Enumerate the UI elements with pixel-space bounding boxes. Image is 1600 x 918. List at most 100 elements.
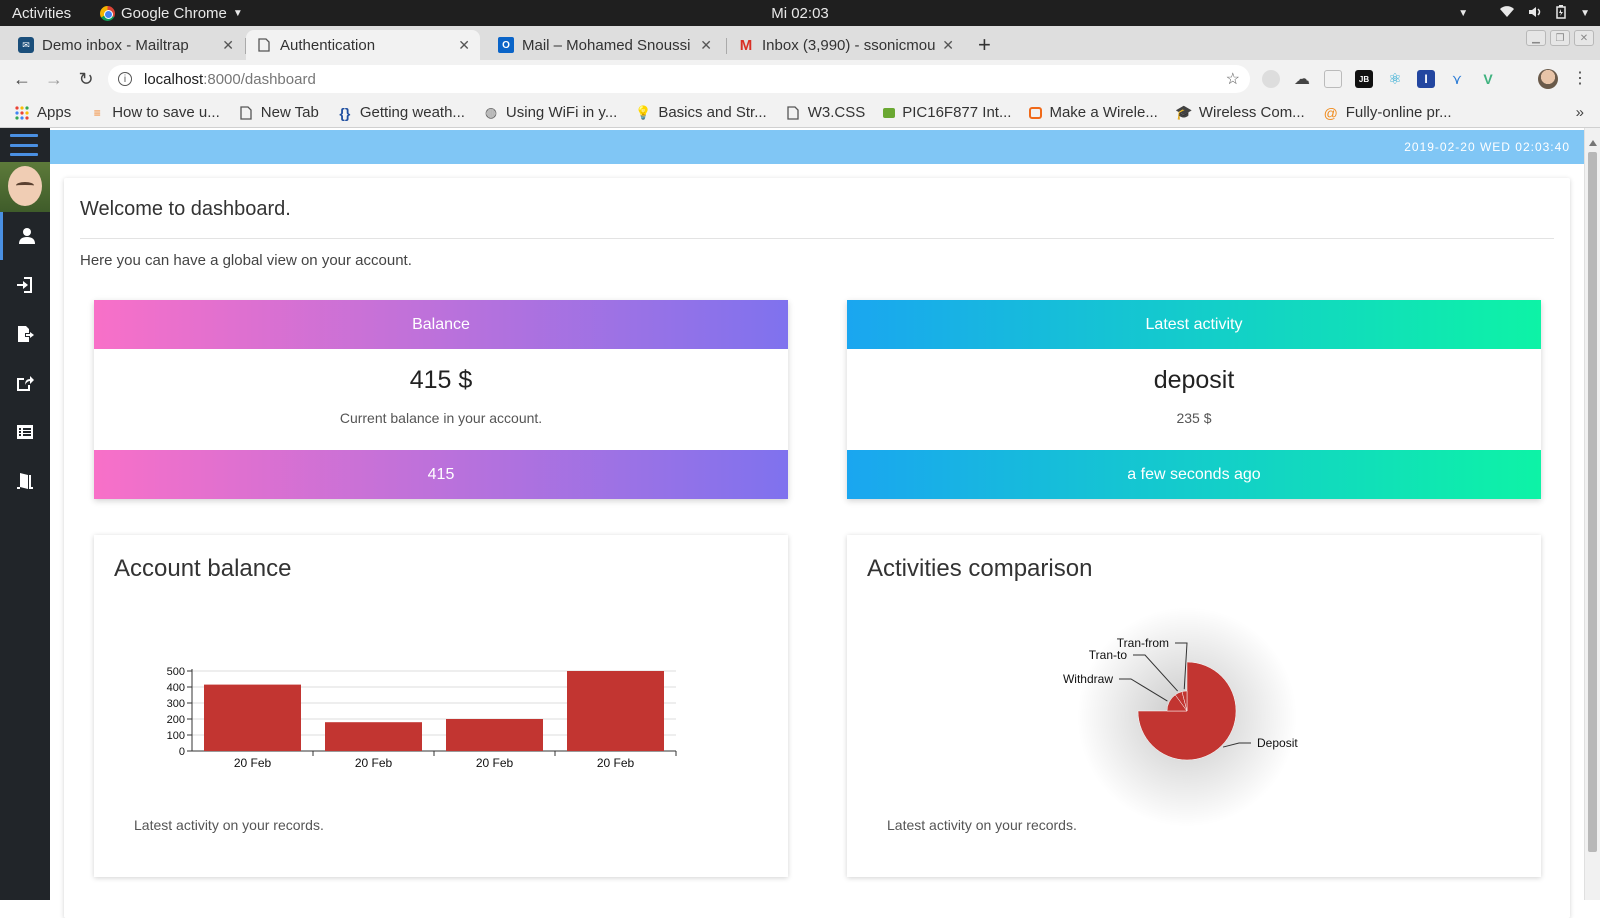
activities-button[interactable]: Activities [12, 4, 72, 22]
tab-mailtrap[interactable]: ✉ Demo inbox - Mailtrap ✕ [8, 30, 244, 60]
caret-down-icon[interactable]: ▼ [1458, 7, 1469, 19]
bookmark-using-wifi[interactable]: ◍ Using WiFi in y... [483, 104, 618, 121]
list-icon [17, 425, 33, 439]
apps-grid-icon [14, 105, 30, 121]
url-host: localhost [144, 70, 204, 88]
page-icon [785, 105, 801, 121]
sidebar-item-deposit[interactable] [0, 261, 50, 309]
tab-outlook[interactable]: O Mail – Mohamed Snoussi - ✕ [488, 30, 722, 60]
close-window-icon[interactable]: ✕ [1574, 30, 1594, 46]
sign-in-icon [17, 277, 32, 293]
activity-card-header: Latest activity [847, 300, 1541, 349]
stackoverflow-icon: ≡ [93, 105, 101, 120]
bookmark-apps[interactable]: Apps [14, 104, 71, 121]
bookmark-fully-online[interactable]: @ Fully-online pr... [1323, 104, 1452, 121]
pie-leader-line [1119, 678, 1168, 702]
pie-label: Tran-from [1117, 636, 1169, 650]
tab-separator [726, 38, 727, 54]
codeium-icon[interactable]: ⋎ [1451, 70, 1463, 87]
bookmark-label: How to save u... [112, 104, 220, 121]
sidebar-item-profile[interactable] [0, 212, 50, 260]
battery-icon[interactable] [1556, 4, 1566, 22]
activities-comparison-chart-card: Activities comparison Deposit Withdraw Tra… [847, 535, 1541, 877]
forward-arrow-icon[interactable]: → [45, 68, 63, 89]
bar [204, 684, 301, 751]
cloud-icon[interactable]: ☁ [1294, 71, 1310, 88]
tab-title: Mail – Mohamed Snoussi - [522, 36, 695, 54]
bookmark-how-to-save[interactable]: ≡ How to save u... [89, 104, 220, 121]
title-divider [80, 238, 1554, 239]
profile-avatar-icon[interactable] [1538, 69, 1558, 89]
account-balance-bar-chart: 0 100 200 300 400 500 20 Feb 20 Feb 20 Feb 20 Feb [167, 666, 677, 770]
sidebar-item-transfer[interactable] [0, 359, 50, 407]
sidebar-item-logout[interactable] [0, 457, 50, 505]
balance-caption: Current balance in your account. [339, 410, 543, 426]
scroll-up-arrow-icon[interactable] [1589, 140, 1597, 146]
bookmark-star-icon[interactable]: ☆ [1225, 71, 1240, 88]
scrollbar-thumb[interactable] [1588, 152, 1597, 852]
caret-down-icon[interactable]: ▼ [1580, 7, 1590, 19]
header-bar: 2019-02-20 WED 02:03:40 [50, 130, 1584, 164]
info-icon[interactable]: i [118, 72, 132, 86]
address-bar[interactable]: i localhost:8000/dashboard ☆ [108, 65, 1250, 93]
vue-icon[interactable]: V [1483, 71, 1493, 87]
bookmark-wireless-com[interactable]: 🎓 Wireless Com... [1175, 104, 1305, 121]
chart-footer: Latest activity on your records. [134, 817, 324, 833]
door-open-icon [17, 473, 33, 489]
chart-footer: Latest activity on your records. [887, 817, 1077, 833]
extension-grid-icon[interactable] [1324, 70, 1342, 88]
close-icon[interactable]: ✕ [942, 36, 954, 53]
app-name: Google Chrome [121, 4, 227, 22]
caret-down-icon: ▼ [232, 7, 243, 19]
close-icon[interactable]: ✕ [700, 36, 712, 53]
y-tick-label: 500 [167, 666, 185, 678]
bookmark-w3css[interactable]: W3.CSS [785, 104, 866, 121]
bookmark-label: W3.CSS [807, 104, 866, 121]
page-icon [238, 105, 254, 121]
x-tick-label: 20 Feb [597, 756, 635, 770]
restore-icon[interactable]: ❐ [1550, 30, 1570, 46]
sidebar-item-withdraw[interactable] [0, 310, 50, 358]
jetbrains-icon[interactable]: JB [1355, 70, 1373, 88]
page-scrollbar[interactable] [1584, 128, 1600, 900]
share-square-icon [17, 376, 34, 391]
bookmark-basics[interactable]: 💡 Basics and Str... [635, 104, 766, 121]
bookmark-make-wireless[interactable]: Make a Wirele... [1029, 104, 1158, 121]
new-tab-button[interactable]: + [978, 32, 991, 57]
close-icon[interactable]: ✕ [458, 36, 470, 53]
minimize-icon[interactable]: ▁ [1526, 30, 1546, 46]
bookmark-label: Getting weath... [359, 104, 465, 121]
kebab-menu-icon[interactable]: ⋮ [1572, 70, 1588, 87]
react-icon[interactable]: ⚛ [1388, 71, 1402, 88]
app-menu[interactable]: Google Chrome ▼ [100, 5, 243, 22]
pie-label: Deposit [1257, 736, 1298, 750]
activity-value: deposit [1153, 366, 1235, 394]
volume-icon[interactable] [1528, 6, 1542, 21]
info-extension-icon[interactable]: I [1417, 70, 1435, 88]
chart-title: Activities comparison [867, 555, 1093, 582]
bookmark-pic16f877[interactable]: PIC16F877 Int... [883, 104, 1011, 121]
user-avatar[interactable] [0, 162, 50, 212]
y-tick-label: 100 [167, 730, 185, 742]
x-tick-label: 20 Feb [476, 756, 514, 770]
extension-circle-icon[interactable] [1262, 70, 1280, 88]
bookmark-label: New Tab [260, 104, 319, 121]
sidebar-item-records[interactable] [0, 408, 50, 456]
close-icon[interactable]: ✕ [222, 36, 234, 53]
reload-icon[interactable]: ↻ [78, 68, 94, 89]
hamburger-menu-icon[interactable] [10, 134, 38, 156]
wifi-icon[interactable] [1500, 5, 1515, 21]
bookmark-new-tab[interactable]: New Tab [238, 104, 319, 121]
pie-label: Tran-to [1089, 648, 1128, 662]
balance-card-footer: 415 [94, 450, 788, 499]
tab-gmail[interactable]: M Inbox (3,990) - ssonicmou ✕ [728, 30, 964, 60]
pie-leader-line [1133, 654, 1179, 692]
tab-authentication[interactable]: Authentication ✕ [246, 30, 480, 60]
back-arrow-icon[interactable]: ← [13, 68, 31, 89]
bookmark-getting-weather[interactable]: {} Getting weath... [337, 104, 465, 121]
app-viewport: 2019-02-20 WED 02:03:40 Welcome to dashb… [0, 128, 1600, 918]
system-tray[interactable]: ▼ ▼ [1458, 0, 1590, 26]
pie-leader-line [1175, 642, 1188, 690]
tab-strip: ✉ Demo inbox - Mailtrap ✕ Authentication… [0, 26, 1600, 60]
double-chevron-right-icon[interactable]: » [1575, 104, 1584, 121]
